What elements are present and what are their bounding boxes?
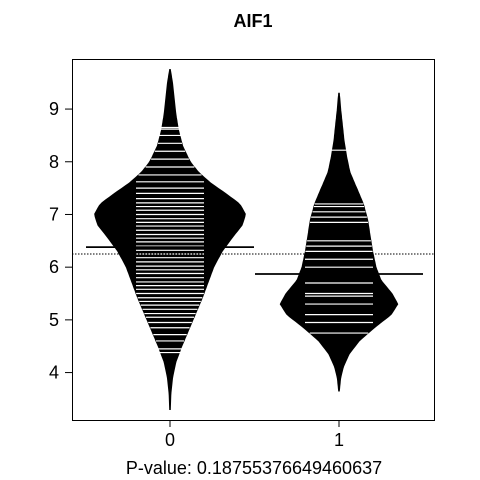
x-axis-label: P-value: 0.18755376649460637	[126, 458, 382, 478]
y-axis: 4 5 6 7 8 9	[49, 99, 72, 383]
y-tick-label: 7	[49, 204, 59, 224]
bean-0	[94, 69, 246, 410]
chart-title: AIF1	[233, 11, 272, 31]
x-tick-label: 1	[334, 430, 344, 450]
beans-layer	[94, 69, 399, 410]
y-tick-label: 9	[49, 99, 59, 119]
means-layer	[72, 246, 434, 275]
y-tick-label: 5	[49, 310, 59, 330]
plot-frame	[72, 59, 435, 421]
y-tick-label: 6	[49, 257, 59, 277]
y-tick-label: 8	[49, 152, 59, 172]
y-tick-label: 4	[49, 363, 59, 383]
x-tick-label: 0	[165, 430, 175, 450]
bean-1	[279, 92, 399, 392]
